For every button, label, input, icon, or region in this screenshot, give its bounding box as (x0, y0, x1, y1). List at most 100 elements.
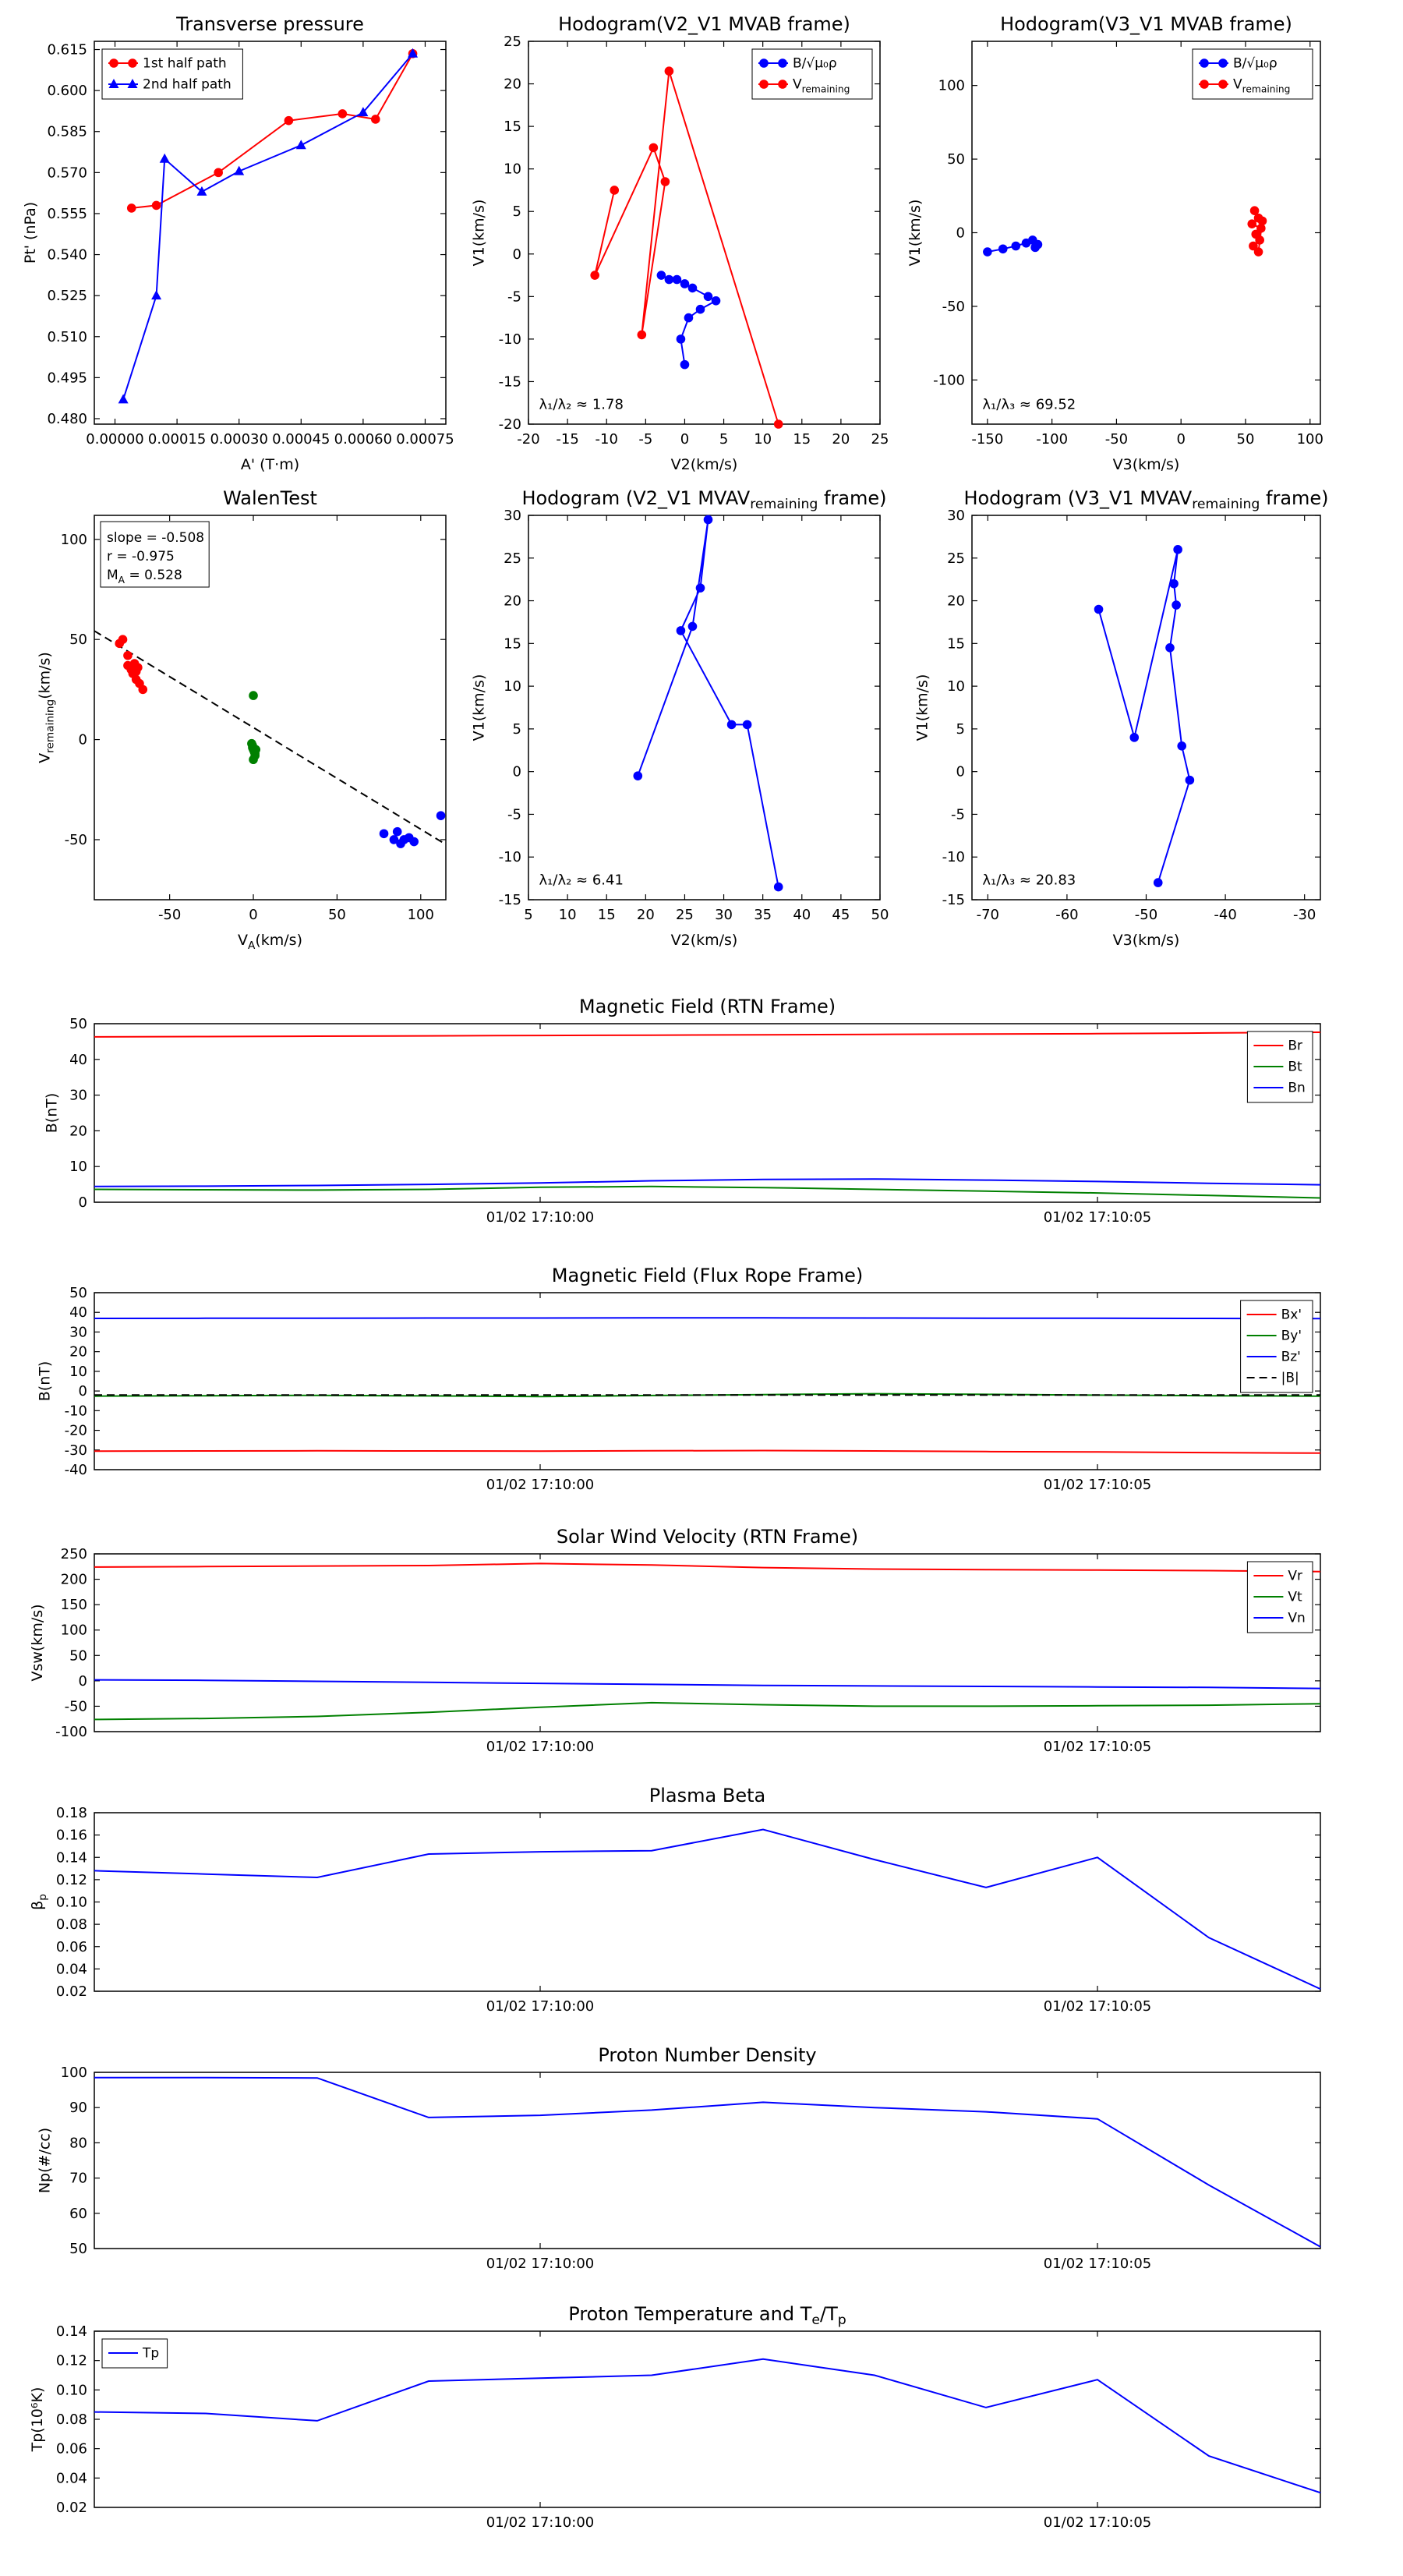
proton-number-density-ytick-label: 80 (69, 2135, 87, 2151)
proton-number-density-title: Proton Number Density (598, 2044, 816, 2066)
magnetic-field-rtn-series-bn (94, 1178, 1321, 1187)
proton-temperature-ytick-label: 0.04 (56, 2470, 87, 2486)
plasma-beta-xtick-label: 01/02 17:10:00 (486, 1998, 594, 2015)
magnetic-field-rtn-xtick-label: 01/02 17:10:05 (1044, 1209, 1151, 1226)
hodogram-v3v1-mvav-ytick-label: -10 (942, 849, 965, 865)
walen-test-xtick-label: 100 (408, 907, 434, 923)
solar-wind-velocity-rtn-series-vt (94, 1701, 1321, 1721)
plasma-beta-ytick-label: 0.14 (56, 1849, 87, 1866)
magnetic-field-rtn-chart: 01/02 17:10:00 01/02 17:10:05 0 10 20 30 40 50 M… (44, 996, 1321, 1226)
proton-temperature-legend-label: Tp (142, 2346, 159, 2362)
proton-temperature-ytick-label: 0.10 (56, 2382, 87, 2398)
solar-wind-velocity-rtn-series-vr (94, 1562, 1321, 1573)
magnetic-field-flux-rope-series-bx- (94, 1449, 1321, 1454)
hodogram-v3v1-mvav-xlabel: V3(km/s) (1113, 932, 1180, 949)
hodogram-v3v1-mvav-ytick-label: 10 (947, 678, 965, 695)
hodogram-v2v1-mvab-xtick-label: -10 (595, 431, 618, 448)
magnetic-field-flux-rope-ytick-label: 30 (69, 1324, 87, 1340)
transverse-pressure-xtick-label: 0.00045 (272, 431, 330, 448)
proton-temperature-title: Proton Temperature and Te/Tp (568, 2303, 846, 2328)
solar-wind-velocity-rtn-ytick-label: -100 (55, 1724, 87, 1740)
transverse-pressure-xlabel: A' (T·m) (241, 456, 299, 473)
proton-number-density-series-series-0 (94, 2076, 1321, 2248)
walen-test-xlabel: VA(km/s) (238, 932, 302, 952)
proton-number-density-ytick-label: 60 (69, 2206, 87, 2222)
walen-test-series-series-0 (94, 630, 447, 845)
hodogram-v3v1-mvab-series-b- (983, 235, 1043, 257)
magnetic-field-rtn-ylabel: B(nT) (44, 1093, 61, 1134)
hodogram-v3v1-mvav-ylabel: V1(km/s) (914, 674, 931, 741)
plasma-beta-ylabel: βp (29, 1894, 49, 1910)
transverse-pressure-ytick-label: 0.540 (47, 247, 87, 264)
hodogram-v2v1-mvab-xtick-label: -5 (638, 431, 652, 448)
hodogram-v3v1-mvab-xtick-label: -150 (971, 431, 1003, 448)
hodogram-v3v1-mvab-ytick-label: 50 (947, 151, 965, 168)
hodogram-v2v1-mvav-series-series-0 (633, 515, 783, 892)
magnetic-field-rtn-ytick-label: 50 (69, 1016, 87, 1032)
walen-test-stats-line: MA = 0.528 (107, 568, 182, 586)
hodogram-v2v1-mvab-ytick-label: 15 (504, 119, 521, 135)
proton-temperature-ytick-label: 0.06 (56, 2441, 87, 2457)
plasma-beta-ytick-label: 0.04 (56, 1961, 87, 1977)
hodogram-v2v1-mvab-xtick-label: 10 (754, 431, 772, 448)
proton-number-density-ylabel: Np(#/cc) (36, 2128, 53, 2193)
hodogram-v2v1-mvab-legend-label: B/√μ₀ρ (793, 56, 837, 72)
walen-test-xtick-label: 50 (328, 907, 346, 923)
magnetic-field-rtn-series-bt (94, 1185, 1321, 1199)
hodogram-v2v1-mvav-ytick-label: 20 (504, 593, 521, 610)
magnetic-field-rtn-ytick-label: 30 (69, 1088, 87, 1104)
hodogram-v3v1-mvav-ytick-label: -15 (942, 892, 965, 908)
solar-wind-velocity-rtn-title: Solar Wind Velocity (RTN Frame) (557, 1526, 858, 1548)
hodogram-v2v1-mvav-xtick-label: 35 (754, 907, 772, 923)
hodogram-v2v1-mvav-chart: 5 10 15 20 25 30 35 40 45 50-15-10-5051015202530H… (470, 487, 889, 949)
proton-temperature-ytick-label: 0.08 (56, 2411, 87, 2428)
transverse-pressure-title: Transverse pressure (175, 13, 364, 35)
hodogram-v3v1-mvab-ytick-label: -100 (933, 372, 965, 388)
hodogram-v2v1-mvav-ytick-label: -5 (507, 806, 521, 823)
hodogram-v3v1-mvav-xtick-label: -40 (1214, 907, 1236, 923)
proton-temperature-axes (94, 2330, 1321, 2508)
magnetic-field-rtn-legend-label: Br (1288, 1039, 1302, 1054)
transverse-pressure-chart: 0.00000 0.00015 0.00030 0.00045 0.00060 0.000… (22, 13, 454, 473)
plasma-beta-chart: 01/02 17:10:00 01/02 17:10:05 0.02 0.04 0.06… (29, 1785, 1321, 2015)
magnetic-field-rtn-ytick-label: 10 (69, 1159, 87, 1175)
transverse-pressure-ytick-label: 0.615 (47, 42, 87, 58)
hodogram-v2v1-mvab-ytick-label: -5 (507, 288, 521, 305)
hodogram-v3v1-mvav-annotation: λ₁/λ₃ ≈ 20.83 (982, 872, 1076, 888)
hodogram-v3v1-mvab-xtick-label: 50 (1237, 431, 1255, 448)
magnetic-field-flux-rope-xtick-label: 01/02 17:10:05 (1044, 1477, 1151, 1493)
transverse-pressure-legend-label: 1st half path (143, 56, 227, 72)
magnetic-field-rtn-axes (94, 1023, 1321, 1203)
hodogram-v3v1-mvab-axes (971, 41, 1321, 425)
hodogram-v3v1-mvab-legend (1192, 48, 1313, 100)
hodogram-v2v1-mvab-ytick-label: -15 (499, 373, 521, 390)
proton-temperature-xtick-label: 01/02 17:10:00 (486, 2514, 594, 2531)
solar-wind-velocity-rtn-legend-label: Vt (1288, 1590, 1302, 1605)
solar-wind-velocity-rtn-axes (94, 1553, 1321, 1732)
hodogram-v2v1-mvav-xtick-label: 50 (871, 907, 889, 923)
hodogram-v2v1-mvab-annotation: λ₁/λ₂ ≈ 1.78 (539, 396, 624, 412)
walen-test-title: WalenTest (223, 487, 317, 509)
solar-wind-velocity-rtn-legend-label: Vn (1288, 1611, 1305, 1626)
magnetic-field-flux-rope-ytick-label: 40 (69, 1304, 87, 1321)
walen-test-stats-box (100, 521, 210, 588)
plasma-beta-xtick-label: 01/02 17:10:05 (1044, 1998, 1151, 2015)
solar-wind-velocity-rtn-ytick-label: -50 (65, 1698, 87, 1714)
magnetic-field-rtn-ytick-label: 40 (69, 1052, 87, 1068)
hodogram-v2v1-mvab-title: Hodogram(V2_V1 MVAB frame) (558, 13, 850, 35)
magnetic-field-flux-rope-axes (94, 1292, 1321, 1470)
hodogram-v2v1-mvav-ytick-label: 10 (504, 678, 521, 695)
hodogram-v2v1-mvab-xtick-label: -15 (556, 431, 578, 448)
magnetic-field-flux-rope-title: Magnetic Field (Flux Rope Frame) (552, 1265, 863, 1286)
walen-test-ytick-label: 50 (69, 632, 87, 648)
magnetic-field-flux-rope-ytick-label: -10 (65, 1403, 87, 1419)
transverse-pressure-ytick-label: 0.525 (47, 288, 87, 304)
hodogram-v3v1-mvab-annotation: λ₁/λ₃ ≈ 69.52 (982, 396, 1076, 412)
hodogram-v2v1-mvav-ytick-label: 5 (513, 721, 521, 738)
hodogram-v3v1-mvab-xlabel: V3(km/s) (1113, 456, 1180, 473)
transverse-pressure-ytick-label: 0.480 (47, 411, 87, 427)
walen-test-ytick-label: 100 (61, 532, 87, 548)
proton-temperature-xtick-label: 01/02 17:10:05 (1044, 2514, 1151, 2531)
proton-number-density-ytick-label: 100 (61, 2065, 87, 2081)
